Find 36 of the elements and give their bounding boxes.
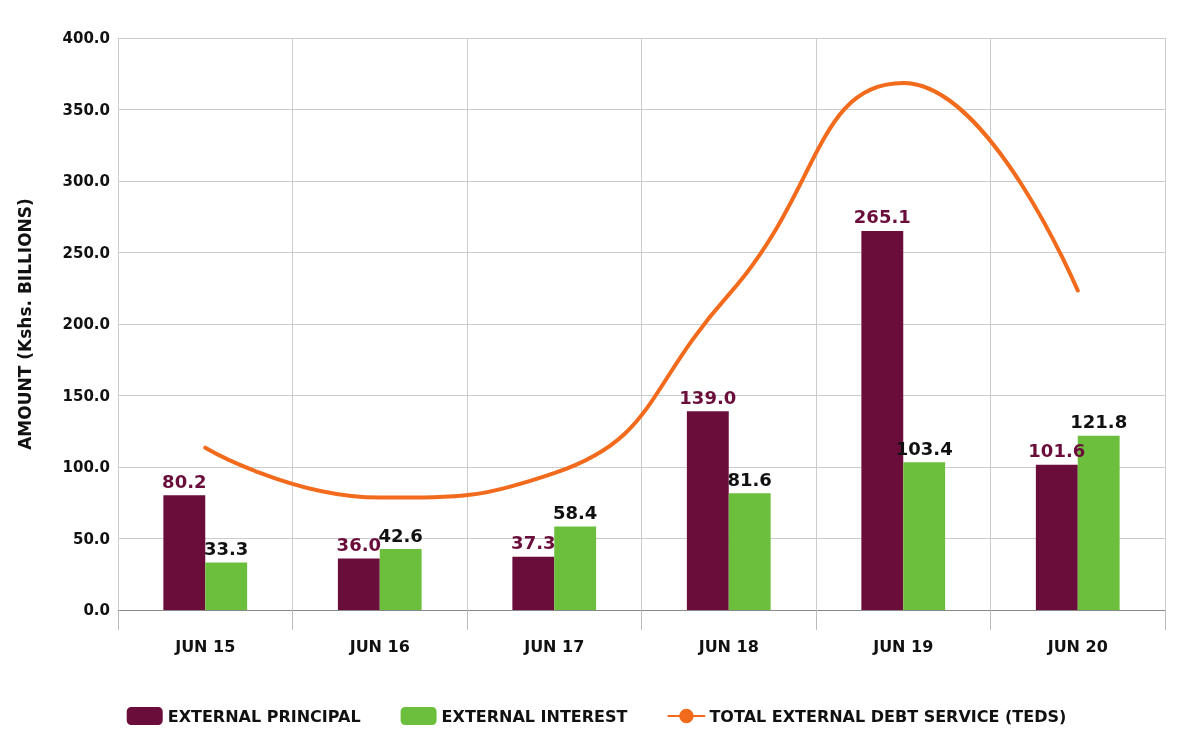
y-tick-label: 150.0 bbox=[62, 386, 110, 405]
data-label: 80.2 bbox=[162, 470, 207, 492]
bar bbox=[554, 526, 597, 610]
legend-label: TOTAL EXTERNAL DEBT SERVICE (TEDS) bbox=[709, 706, 1067, 726]
y-tick-label: 350.0 bbox=[62, 100, 110, 119]
bar bbox=[1035, 464, 1078, 610]
data-label: 58.4 bbox=[552, 501, 598, 523]
x-tick-label: JUN 18 bbox=[697, 636, 759, 656]
bar bbox=[903, 462, 946, 610]
legend-label: EXTERNAL INTEREST bbox=[441, 706, 628, 726]
data-label: 265.1 bbox=[853, 206, 911, 228]
bar bbox=[163, 495, 206, 610]
y-axis-title: AMOUNT (Kshs. BILLIONS) bbox=[14, 198, 35, 450]
x-tick-label: JUN 17 bbox=[523, 636, 585, 656]
bar bbox=[379, 549, 422, 610]
legend-label: EXTERNAL PRINCIPAL bbox=[167, 706, 361, 726]
bar bbox=[686, 411, 729, 610]
y-tick-label: 0.0 bbox=[83, 601, 110, 619]
y-tick-label: 250.0 bbox=[62, 243, 110, 262]
x-tick-label: JUN 19 bbox=[872, 636, 934, 656]
x-tick-label: JUN 16 bbox=[348, 636, 410, 656]
x-tick-label: JUN 20 bbox=[1046, 636, 1108, 656]
y-tick-label: 300.0 bbox=[62, 172, 110, 190]
bar bbox=[205, 562, 248, 610]
bar bbox=[728, 493, 771, 610]
data-label: 139.0 bbox=[679, 386, 737, 408]
data-label: 37.3 bbox=[511, 532, 556, 554]
data-label: 33.3 bbox=[203, 537, 249, 559]
data-label: 121.8 bbox=[1070, 411, 1128, 433]
x-tick-label: JUN 15 bbox=[174, 636, 236, 656]
bar bbox=[512, 556, 555, 610]
y-tick-label: 100.0 bbox=[62, 458, 110, 476]
y-tick-label: 400.0 bbox=[62, 29, 110, 47]
bar bbox=[337, 558, 380, 610]
y-tick-label: 50.0 bbox=[72, 529, 110, 548]
y-tick-label: 200.0 bbox=[62, 315, 110, 333]
